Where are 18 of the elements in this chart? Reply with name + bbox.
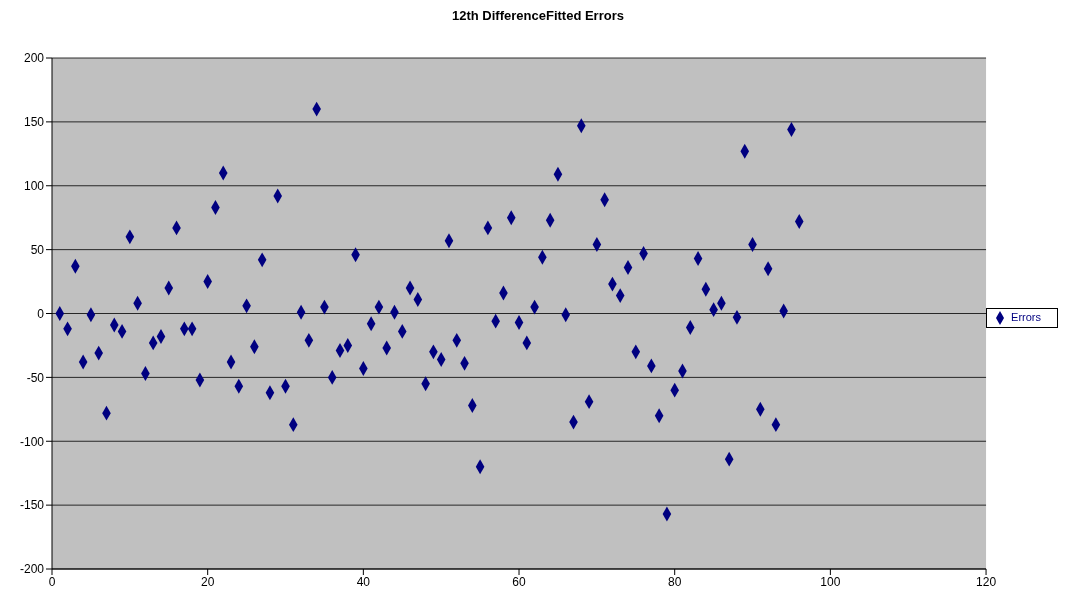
y-tick-label: -150 xyxy=(19,498,45,513)
x-tick-label: 40 xyxy=(356,574,371,589)
x-tick-label: 60 xyxy=(512,574,527,589)
chart-title: 12th DifferenceFitted Errors xyxy=(451,8,625,25)
y-tick-label: 50 xyxy=(30,242,45,257)
y-tick-label: 0 xyxy=(37,306,45,321)
y-tick-label: 200 xyxy=(23,51,45,66)
y-tick-label: 150 xyxy=(23,115,45,130)
legend-label: Errors xyxy=(1011,310,1041,323)
y-tick-label: -50 xyxy=(26,370,45,385)
y-tick-label: 100 xyxy=(23,179,45,194)
x-tick-label: 100 xyxy=(820,574,841,589)
y-tick-label: -100 xyxy=(19,434,45,449)
x-tick-label: 120 xyxy=(976,574,997,589)
x-tick-label: 80 xyxy=(668,574,682,589)
x-tick-label: 0 xyxy=(48,574,56,589)
x-tick-label: 20 xyxy=(200,574,215,589)
y-tick-label: -200 xyxy=(19,562,45,577)
